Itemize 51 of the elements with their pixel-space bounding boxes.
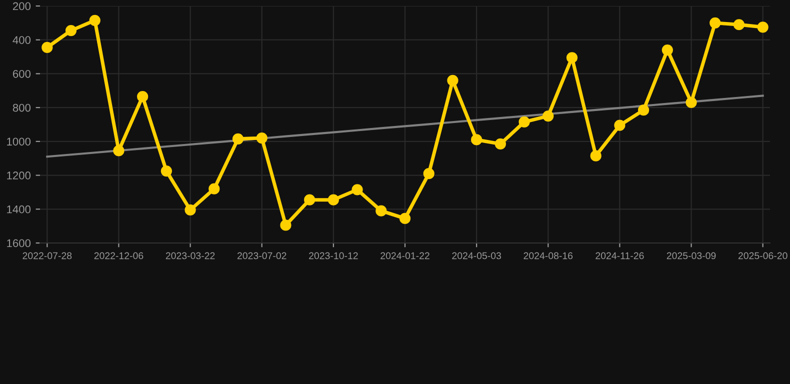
point: [137, 91, 148, 102]
point: [65, 24, 77, 36]
point: [662, 44, 673, 56]
line-series: [46, 94, 764, 158]
y-tick-label: 400: [12, 36, 31, 44]
y-tick-label: 1400: [7, 205, 31, 214]
x-tick-label: 2024-08-16: [524, 252, 573, 260]
point: [590, 150, 602, 162]
x-tick-label: 2024-05-03: [452, 252, 502, 260]
x-tick-label: 2025-03-09: [666, 252, 716, 260]
point: [757, 22, 768, 33]
y-tick-label: 1200: [7, 172, 31, 180]
point: [376, 205, 387, 216]
point: [208, 183, 220, 194]
point: [614, 120, 626, 131]
point: [304, 194, 316, 206]
point: [733, 19, 745, 30]
x-tick-label: 2023-03-22: [166, 252, 215, 260]
point: [518, 116, 530, 128]
point: [494, 138, 506, 150]
point: [113, 145, 124, 156]
point: [423, 168, 434, 180]
point: [352, 184, 363, 196]
x-tick-label: 2023-07-02: [237, 252, 286, 260]
y-tick-label: 800: [12, 104, 31, 112]
x-tick-label: 2024-11-26: [596, 252, 644, 260]
point: [42, 42, 53, 54]
point: [566, 52, 578, 64]
x-tick-label: 2023-10-12: [309, 252, 358, 260]
x-tick-label: 2022-12-06: [94, 252, 144, 260]
x-tick-label: 2022-07-28: [22, 252, 72, 260]
point: [280, 220, 292, 231]
point: [184, 204, 196, 216]
point: [232, 133, 244, 144]
y-tick-label: 600: [13, 70, 31, 78]
y-tick-label: 1000: [7, 138, 31, 146]
x-tick-label: 2024-01-22: [380, 252, 430, 260]
point: [471, 134, 482, 146]
x-tick-label: 2025-06-20: [738, 252, 788, 260]
y-tick-label: 1600: [7, 239, 31, 248]
point: [710, 17, 721, 28]
point: [542, 110, 554, 122]
point: [89, 14, 100, 26]
point: [256, 132, 268, 144]
point: [160, 166, 172, 177]
point: [447, 74, 458, 86]
point: [638, 104, 650, 116]
y-tick-label: 200: [12, 2, 31, 10]
point: [686, 96, 697, 108]
point: [328, 194, 339, 206]
point: [399, 212, 411, 224]
